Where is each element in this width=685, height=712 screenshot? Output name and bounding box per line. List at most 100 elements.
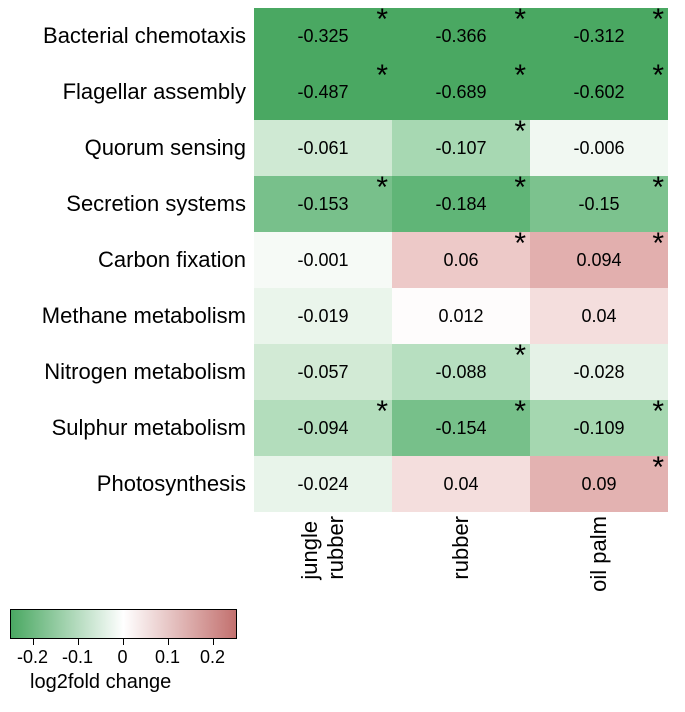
heatmap-cell: -0.153*: [254, 176, 392, 232]
heatmap-cell: -0.15*: [530, 176, 668, 232]
cell-value: -0.057: [297, 362, 348, 383]
cell-value: -0.602: [573, 82, 624, 103]
cell-value: 0.06: [443, 250, 478, 271]
cell-value: -0.028: [573, 362, 624, 383]
cell-value: -0.154: [435, 418, 486, 439]
significance-star-icon: *: [376, 395, 388, 429]
heatmap-cell: -0.109*: [530, 400, 668, 456]
heatmap-cell: -0.184*: [392, 176, 530, 232]
column-label: junglerubber: [254, 516, 392, 636]
cell-value: -0.184: [435, 194, 486, 215]
colorbar-tick-label: 0: [117, 647, 127, 668]
row-label: Methane metabolism: [4, 288, 254, 344]
cell-value: -0.006: [573, 138, 624, 159]
column-label-text: rubber: [448, 516, 474, 580]
cell-value: -0.366: [435, 26, 486, 47]
significance-star-icon: *: [514, 339, 526, 373]
cell-value: -0.107: [435, 138, 486, 159]
significance-star-icon: *: [652, 227, 664, 261]
row-label: Carbon fixation: [4, 232, 254, 288]
row-label: Sulphur metabolism: [4, 400, 254, 456]
cell-value: -0.061: [297, 138, 348, 159]
cell-value: -0.088: [435, 362, 486, 383]
heatmap-cell: 0.06*: [392, 232, 530, 288]
significance-star-icon: *: [514, 395, 526, 429]
heatmap-cell: -0.019: [254, 288, 392, 344]
heatmap-cell: -0.094*: [254, 400, 392, 456]
heatmap-cell: -0.487*: [254, 64, 392, 120]
row-label: Flagellar assembly: [4, 64, 254, 120]
heatmap-cell: -0.057: [254, 344, 392, 400]
heatmap-cell: -0.107*: [392, 120, 530, 176]
colorbar-tick: [123, 639, 124, 645]
significance-star-icon: *: [652, 59, 664, 93]
colorbar-tick: [33, 639, 34, 645]
significance-star-icon: *: [514, 59, 526, 93]
significance-star-icon: *: [652, 3, 664, 37]
cell-value: -0.312: [573, 26, 624, 47]
column-label-text: junglerubber: [297, 516, 349, 580]
cell-value: -0.024: [297, 474, 348, 495]
row-label: Quorum sensing: [4, 120, 254, 176]
colorbar-ticks: [10, 639, 235, 647]
heatmap-cell: -0.001: [254, 232, 392, 288]
significance-star-icon: *: [514, 115, 526, 149]
colorbar-title: log2fold change: [10, 671, 240, 694]
row-label: Photosynthesis: [4, 456, 254, 512]
figure-root: Bacterial chemotaxis-0.325*-0.366*-0.312…: [0, 0, 685, 712]
cell-value: 0.094: [576, 250, 621, 271]
heatmap-grid: Bacterial chemotaxis-0.325*-0.366*-0.312…: [4, 8, 668, 512]
cell-value: -0.001: [297, 250, 348, 271]
colorbar-gradient: [10, 609, 237, 639]
heatmap-cell: -0.024: [254, 456, 392, 512]
heatmap-cell: -0.366*: [392, 8, 530, 64]
significance-star-icon: *: [652, 171, 664, 205]
cell-value: 0.04: [443, 474, 478, 495]
cell-value: -0.019: [297, 306, 348, 327]
colorbar-legend: -0.2 -0.1 0 0.1 0.2 log2fold change: [10, 609, 240, 694]
significance-star-icon: *: [514, 227, 526, 261]
significance-star-icon: *: [514, 171, 526, 205]
column-label: oil palm: [530, 516, 668, 636]
heatmap-cell: -0.602*: [530, 64, 668, 120]
heatmap-cell: -0.154*: [392, 400, 530, 456]
significance-star-icon: *: [376, 3, 388, 37]
colorbar-tick: [168, 639, 169, 645]
colorbar-tick-labels: -0.2 -0.1 0 0.1 0.2: [10, 647, 235, 669]
heatmap-cell: -0.061: [254, 120, 392, 176]
heatmap-cell: 0.04: [392, 456, 530, 512]
heatmap-cell: 0.09*: [530, 456, 668, 512]
cell-value: -0.153: [297, 194, 348, 215]
cell-value: 0.04: [581, 306, 616, 327]
colorbar-tick-label: 0.1: [155, 647, 180, 668]
cell-value: -0.487: [297, 82, 348, 103]
heatmap-cell: -0.689*: [392, 64, 530, 120]
colorbar-tick-label: -0.2: [17, 647, 48, 668]
colorbar-tick-label: 0.2: [200, 647, 225, 668]
significance-star-icon: *: [376, 59, 388, 93]
heatmap-cell: -0.325*: [254, 8, 392, 64]
heatmap-cell: -0.312*: [530, 8, 668, 64]
cell-value: -0.689: [435, 82, 486, 103]
significance-star-icon: *: [652, 395, 664, 429]
heatmap-cell: -0.088*: [392, 344, 530, 400]
heatmap-cell: -0.028: [530, 344, 668, 400]
colorbar-tick: [213, 639, 214, 645]
significance-star-icon: *: [514, 3, 526, 37]
heatmap-cell: 0.012: [392, 288, 530, 344]
heatmap-cell: 0.04: [530, 288, 668, 344]
significance-star-icon: *: [376, 171, 388, 205]
row-label: Bacterial chemotaxis: [4, 8, 254, 64]
heatmap-cell: -0.006: [530, 120, 668, 176]
colorbar-tick: [78, 639, 79, 645]
cell-value: -0.15: [578, 194, 619, 215]
heatmap-cell: 0.094*: [530, 232, 668, 288]
colorbar-tick-label: -0.1: [62, 647, 93, 668]
cell-value: 0.012: [438, 306, 483, 327]
row-label: Nitrogen metabolism: [4, 344, 254, 400]
column-label-text: oil palm: [586, 516, 612, 592]
column-label: rubber: [392, 516, 530, 636]
cell-value: 0.09: [581, 474, 616, 495]
cell-value: -0.109: [573, 418, 624, 439]
significance-star-icon: *: [652, 451, 664, 485]
